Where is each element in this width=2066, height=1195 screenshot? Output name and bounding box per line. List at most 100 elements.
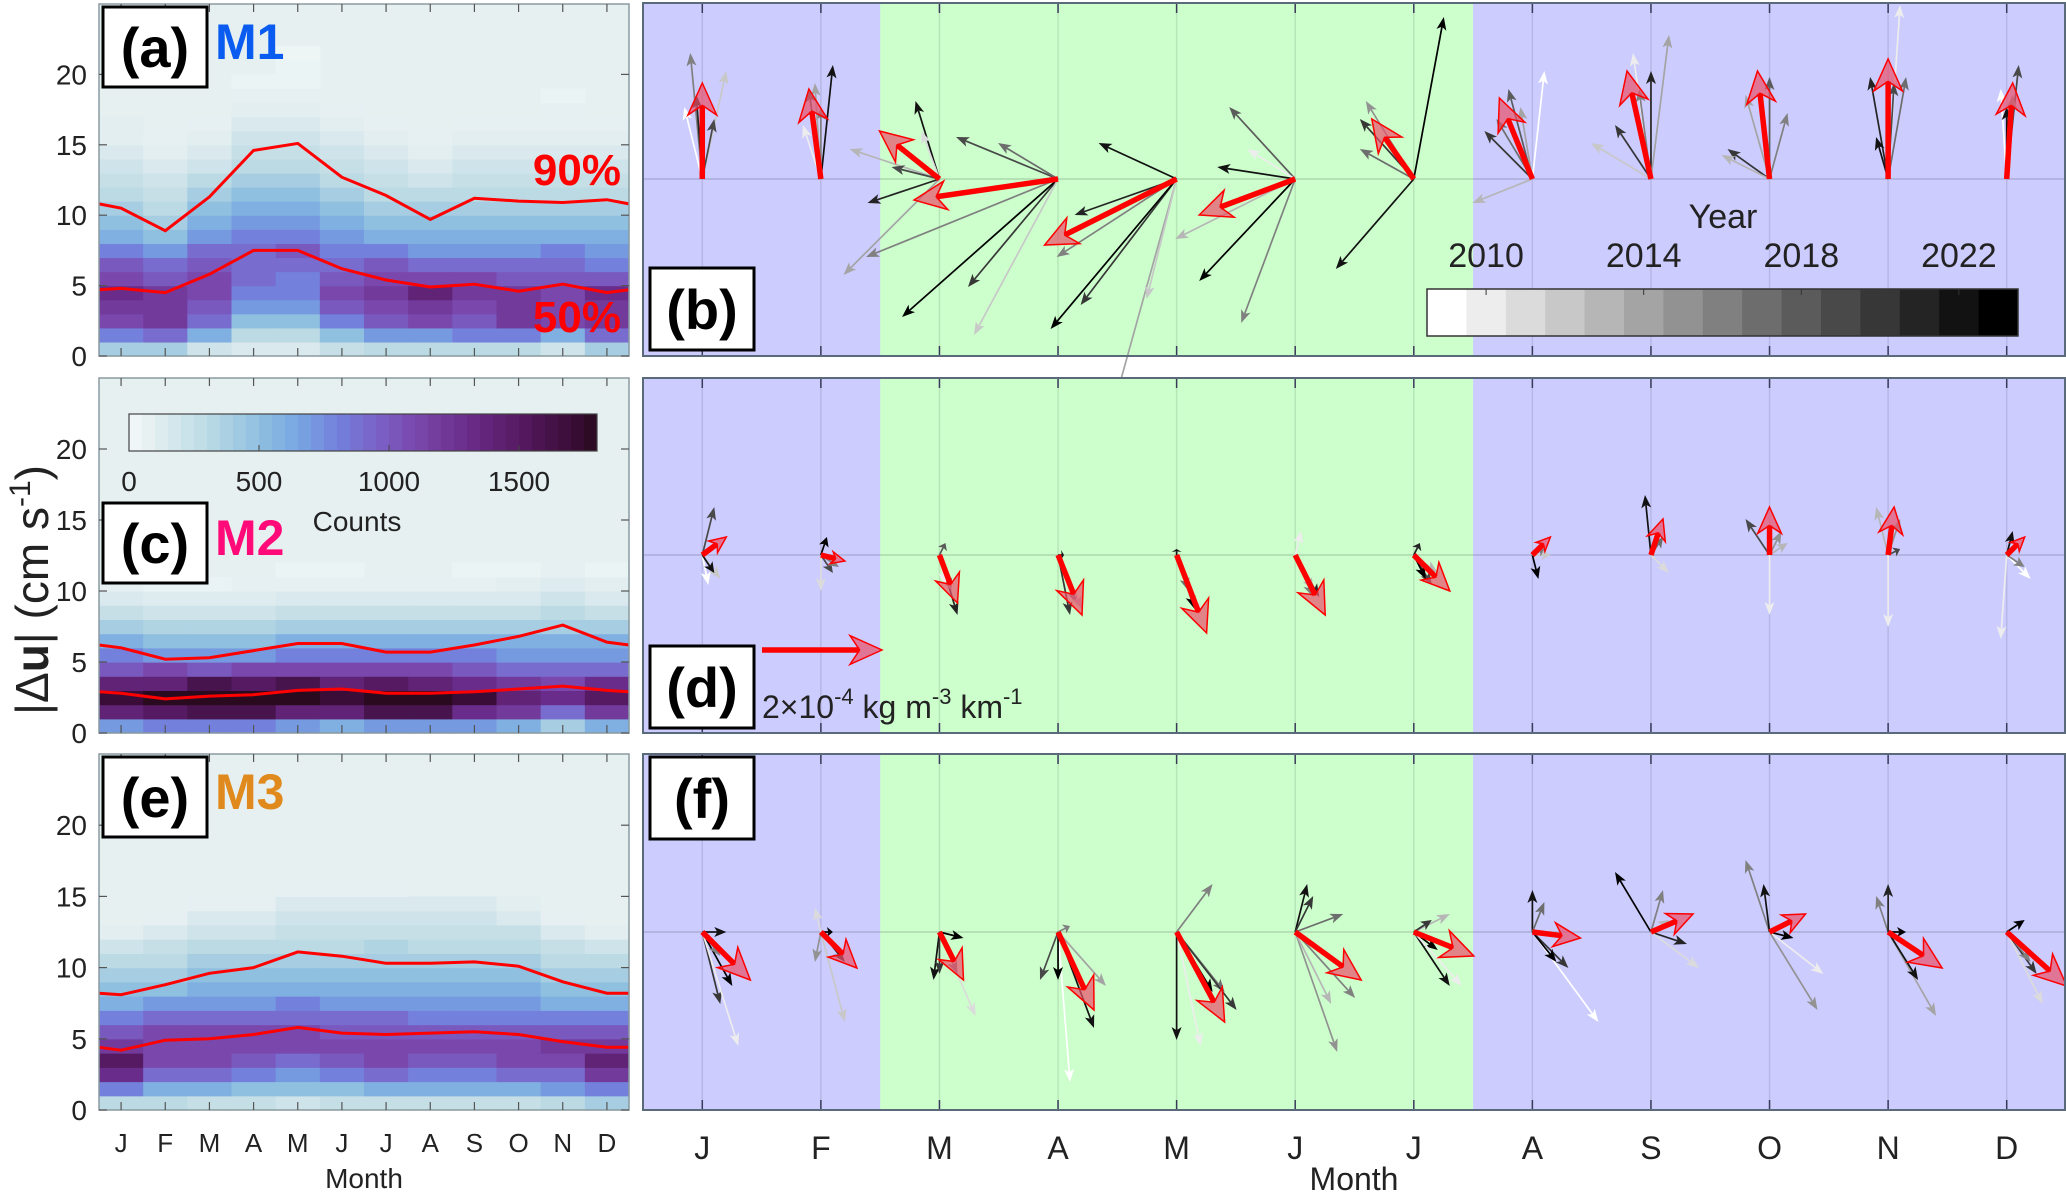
year-arrow-shaft (1085, 178, 1178, 298)
heatmap-cell (584, 1010, 630, 1026)
ref-label-part: kg m (854, 689, 932, 725)
year-arrow-shaft (858, 151, 940, 180)
year-arrow-head (2012, 920, 2025, 931)
heatmap-cell (275, 299, 321, 315)
heatmap-cell (275, 88, 321, 104)
heatmap-cell (452, 562, 498, 578)
mean-arrow-shaft (1648, 531, 1661, 556)
heatmap-cell (364, 299, 409, 315)
heatmap-cell (540, 285, 586, 301)
heatmap-cell (496, 605, 542, 620)
year-arrow-head (1247, 149, 1261, 161)
heatmap-cell (231, 939, 277, 954)
year-arrow-shaft (701, 554, 711, 567)
year-arrow-head (708, 565, 721, 579)
year-arrow-head (836, 1008, 847, 1022)
heatmap-cell (540, 591, 586, 606)
heatmap-cell (187, 953, 233, 969)
heatmap-cell (364, 1010, 409, 1026)
heatmap-cell (408, 605, 453, 620)
year-arrow-shaft (1490, 137, 1533, 180)
heatmap-cell (187, 1010, 233, 1026)
heatmap-cell (540, 88, 586, 104)
heatmap-cell (496, 896, 542, 912)
heatmap-cell (408, 591, 453, 606)
mean-arrow-head (825, 936, 859, 970)
heatmap-cell (584, 201, 630, 216)
year-arrow-head (682, 107, 693, 121)
heatmap-cell (364, 1038, 409, 1054)
colorbar-title: Counts (313, 506, 402, 537)
heatmap-cell (584, 172, 630, 188)
heatmap-cell (496, 647, 542, 663)
heatmap-cell (364, 116, 409, 132)
heatmap-cell (275, 172, 321, 188)
heatmap-cell (584, 116, 630, 132)
year-arrow-shaft (1619, 879, 1652, 933)
year-arrow-shaft (1650, 931, 1678, 942)
heatmap-cell (187, 619, 233, 635)
mean-arrow-shaft (1532, 929, 1563, 939)
heatmap-cell (408, 676, 453, 691)
heatmap-cell (496, 1067, 542, 1083)
colorbar-swatch (181, 414, 195, 451)
mean-arrow-shaft (1174, 554, 1202, 614)
colorbar-swatch (532, 414, 546, 451)
year-arrow-head (1907, 966, 1919, 980)
heatmap-cell (275, 130, 321, 146)
heatmap-cell (408, 257, 453, 273)
heatmap-cell (584, 591, 630, 606)
colorbar-swatch (571, 414, 585, 451)
heatmap-cell (540, 158, 586, 174)
heatmap-cell (231, 313, 277, 329)
heatmap-cell (496, 201, 542, 216)
heatmap-cell (143, 158, 188, 174)
year-arrow-head (1050, 315, 1063, 329)
heatmap-cell (187, 605, 233, 620)
panel-label-box (101, 755, 209, 839)
year-arrow-shaft (938, 547, 944, 556)
heatmap-cell (143, 257, 188, 273)
heatmap-cell (275, 271, 321, 287)
year-arrow-shaft (1531, 554, 1537, 571)
heatmap-cell (275, 285, 321, 301)
ref-label-sup: -3 (932, 684, 952, 709)
heatmap-cell (496, 215, 542, 230)
heatmap-cell (584, 144, 630, 160)
heatmap-cell (275, 327, 321, 343)
heatmap-cell (275, 102, 321, 118)
heatmap-cell (231, 215, 277, 230)
ref-label-sup: -1 (1003, 684, 1023, 709)
heatmap-cell (584, 327, 630, 343)
y-tick-label: 20 (56, 810, 87, 841)
axes-frame (642, 753, 2066, 1111)
heatmap-cell (231, 229, 277, 244)
heatmap-cell (364, 704, 409, 720)
heatmap-cell (496, 690, 542, 706)
heatmap-cell (496, 1038, 542, 1054)
quiver-panel-b: (b) 2010 2014 2018 2022 Year (642, 2, 2066, 395)
heatmap-cell (319, 313, 365, 329)
heatmap-cell (319, 1010, 365, 1026)
x-tick-label: M (199, 1128, 221, 1158)
mean-arrow-head (1497, 96, 1528, 136)
heatmap-cell (99, 633, 144, 649)
heatmap-cell (496, 1081, 542, 1097)
heatmap-cell (408, 299, 453, 315)
year-arrow-shaft (1481, 178, 1533, 201)
heatmap-cell (584, 924, 630, 940)
heatmap-cell (187, 896, 233, 912)
year-arrow-shaft (1294, 539, 1300, 556)
x-tick-label: M (1163, 1130, 1190, 1166)
heatmap-cell (231, 271, 277, 287)
heatmap-cell (496, 1010, 542, 1026)
heatmap-cell (143, 201, 188, 216)
heatmap-cell (452, 130, 498, 146)
heatmap-cell (496, 257, 542, 273)
heatmap-cell (540, 102, 586, 118)
heatmap-cell (143, 187, 188, 202)
heatmap-cell (452, 591, 498, 606)
heatmap-cell (231, 257, 277, 273)
heatmap-cell (408, 313, 453, 329)
